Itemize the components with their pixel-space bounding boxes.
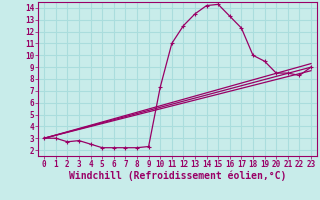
X-axis label: Windchill (Refroidissement éolien,°C): Windchill (Refroidissement éolien,°C) bbox=[69, 171, 286, 181]
